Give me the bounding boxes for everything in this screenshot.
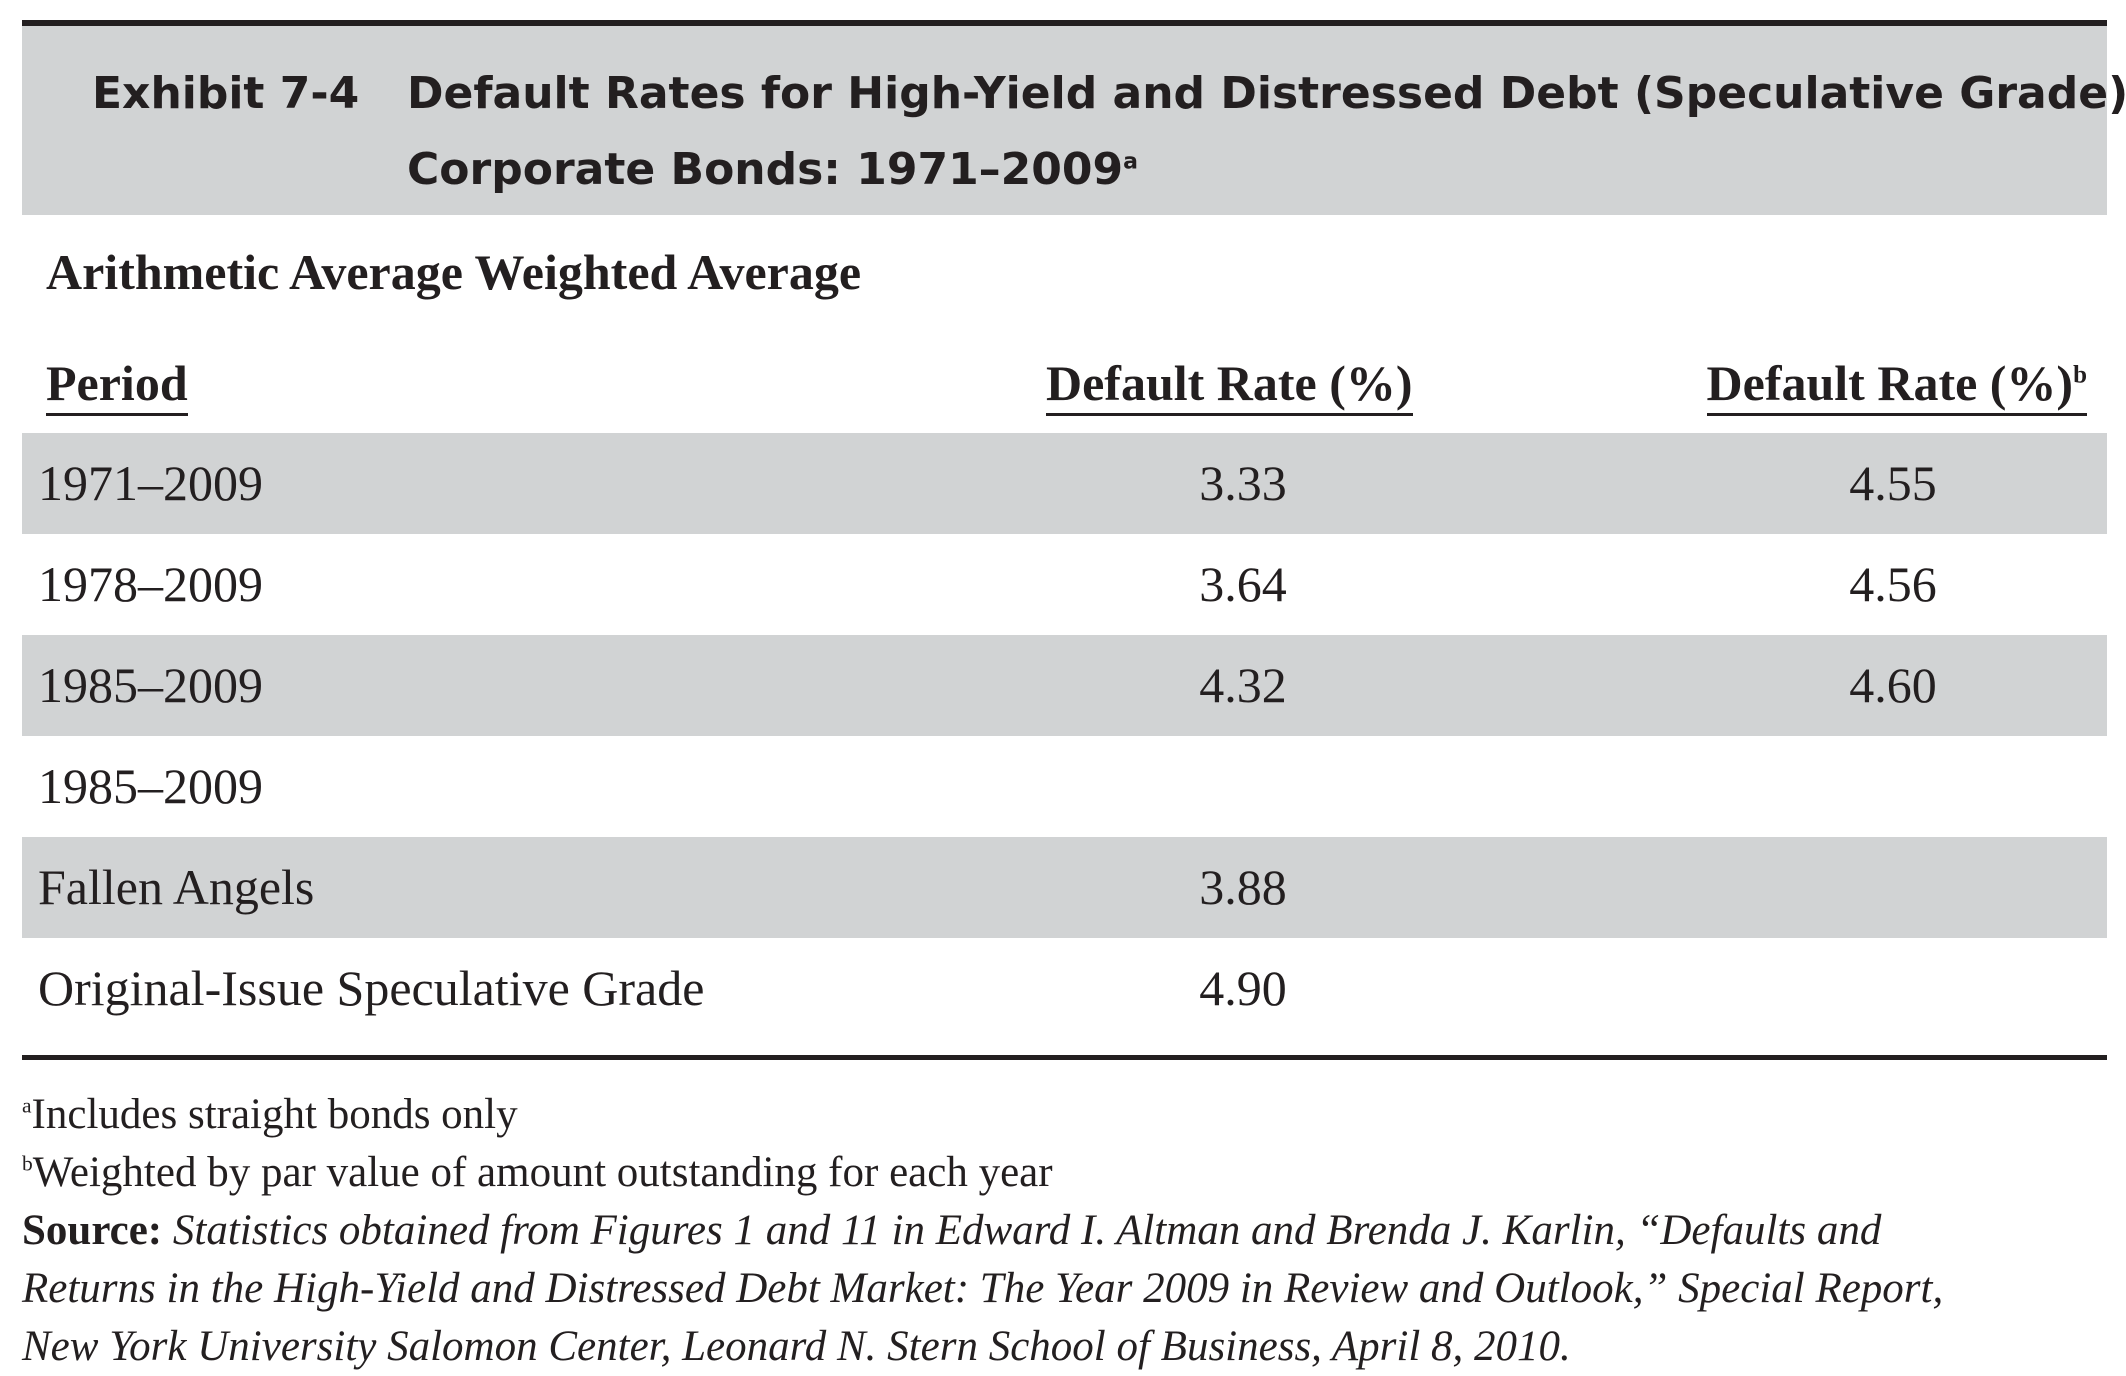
exhibit-title: Default Rates for High-Yield and Distres… (407, 56, 2126, 208)
source-text-line-2: Returns in the High-Yield and Distressed… (22, 1265, 1944, 1312)
cell-arithmetic: 3.64 (1199, 556, 1287, 612)
bottom-rule (22, 1055, 2107, 1060)
cell-period: 1978–2009 (38, 556, 263, 612)
column-header-arithmetic: Default Rate (%) (1046, 357, 1413, 416)
weighted-footnote-mark: b (2073, 361, 2087, 389)
footnote-a: aIncludes straight bonds only (22, 1086, 2107, 1144)
column-header-period: Period (46, 357, 188, 416)
exhibit-header: Exhibit 7-4 Default Rates for High-Yield… (22, 26, 2126, 215)
group-header-text: Arithmetic Average Weighted Average (46, 244, 862, 300)
footnote-a-text: Includes straight bonds only (31, 1091, 518, 1138)
exhibit-title-line-2: Corporate Bonds: 1971–2009a (407, 132, 2107, 208)
source-label: Source: (22, 1207, 163, 1254)
column-header-row: Period Default Rate (%) Default Rate (%)… (22, 315, 2107, 433)
cell-period: 1985–2009 (38, 758, 263, 814)
table-row: Fallen Angels 3.88 (22, 837, 2107, 938)
footnote-a-mark: a (22, 1093, 32, 1118)
table-row: 1971–2009 3.33 4.55 (22, 433, 2107, 534)
cell-weighted: 4.55 (1849, 455, 1937, 511)
footnote-b-text: Weighted by par value of amount outstand… (32, 1149, 1053, 1196)
exhibit-page: Exhibit 7-4 Default Rates for High-Yield… (22, 20, 2126, 1376)
source-text-line-1: Statistics obtained from Figures 1 and 1… (172, 1207, 1882, 1254)
source-note: Source: Statistics obtained from Figures… (22, 1202, 2107, 1376)
cell-period: 1985–2009 (38, 657, 263, 713)
table-row: 1985–2009 (22, 736, 2107, 837)
cell-arithmetic: 3.33 (1199, 455, 1287, 511)
title-footnote-mark: a (1123, 149, 1138, 175)
footnotes: aIncludes straight bonds only bWeighted … (22, 1086, 2107, 1376)
cell-arithmetic: 4.90 (1199, 960, 1287, 1016)
cell-period: Fallen Angels (38, 859, 315, 915)
table-row: 1978–2009 3.64 4.56 (22, 534, 2107, 635)
exhibit-label: Exhibit 7-4 (92, 68, 360, 119)
exhibit-title-line-1: Default Rates for High-Yield and Distres… (407, 68, 2126, 119)
cell-weighted: 4.56 (1849, 556, 1937, 612)
table-row: 1985–2009 4.32 4.60 (22, 635, 2107, 736)
table-row: Original-Issue Speculative Grade 4.90 (22, 938, 2107, 1039)
cell-arithmetic: 3.88 (1199, 859, 1287, 915)
footnote-b: bWeighted by par value of amount outstan… (22, 1144, 2107, 1202)
cell-weighted: 4.60 (1849, 657, 1937, 713)
exhibit-title-line-2-text: Corporate Bonds: 1971–2009 (407, 144, 1124, 195)
source-line-1: Source: Statistics obtained from Figures… (22, 1202, 2107, 1260)
cell-period: 1971–2009 (38, 455, 263, 511)
cell-arithmetic: 4.32 (1199, 657, 1287, 713)
column-header-weighted-text: Default Rate (%) (1706, 355, 2074, 411)
footnote-b-mark: b (22, 1151, 33, 1176)
group-header: Arithmetic Average Weighted Average (22, 215, 2107, 315)
top-rule (22, 20, 2107, 26)
source-text-line-3: New York University Salomon Center, Leon… (22, 1323, 1571, 1370)
cell-period: Original-Issue Speculative Grade (38, 960, 705, 1016)
column-header-weighted: Default Rate (%)b (1706, 355, 2087, 416)
